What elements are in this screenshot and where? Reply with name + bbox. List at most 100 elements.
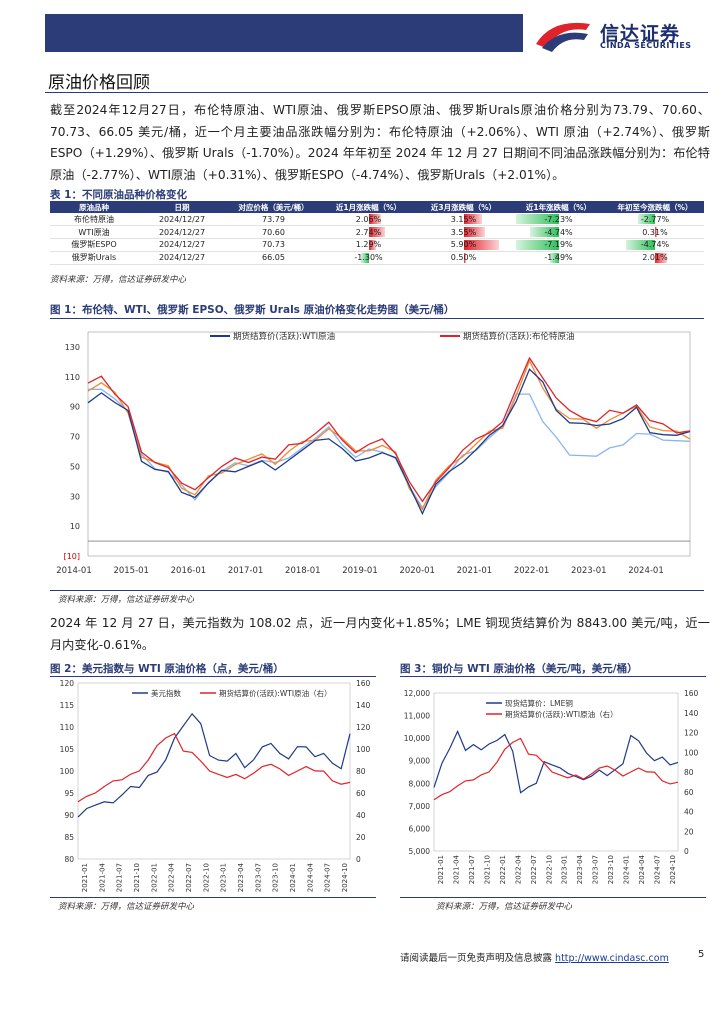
- cell-value: -2.77%: [640, 214, 670, 224]
- y-right-tick: 20: [684, 827, 694, 836]
- y-right-tick: 40: [684, 808, 694, 817]
- y-tick-label: 10: [70, 522, 80, 531]
- y-right-tick: 120: [356, 723, 371, 732]
- fig3-source: 资料来源：万得，信达证券研发中心: [436, 902, 573, 912]
- x-tick-label: 2021-07: [116, 863, 124, 892]
- col-name: 原油品种: [50, 201, 138, 213]
- x-tick-label: 2020-01: [399, 566, 435, 576]
- y-left-tick: 100: [60, 767, 75, 776]
- cell-value: 0.31%: [642, 227, 668, 237]
- y-tick-label: 30: [70, 492, 80, 501]
- x-tick-label: 2021-10: [133, 863, 141, 892]
- col-date: 日期: [138, 201, 226, 213]
- logo-english: CINDA SECURITIES: [600, 41, 692, 50]
- x-tick-group: 2024-04: [306, 862, 314, 892]
- cell-value: 5.90%: [450, 240, 477, 250]
- fig3-bottom-rule: [400, 897, 706, 898]
- section-divider: [45, 92, 708, 93]
- cell-price: 73.79: [226, 213, 321, 227]
- cell-value: 2.74%: [355, 227, 382, 237]
- cell-y1: -7.19%: [511, 238, 606, 252]
- x-tick-label: 2021-01: [437, 855, 445, 884]
- cell-price: 70.73: [226, 238, 321, 252]
- footer-link[interactable]: http://www.cindasc.com: [555, 953, 669, 964]
- fig1-source: 资料来源：万得，信达证券研发中心: [58, 595, 195, 605]
- x-tick-group: 2023-01: [561, 855, 569, 884]
- x-tick-label: 2024-01: [289, 863, 297, 892]
- x-tick-label: 2014-01: [56, 566, 92, 576]
- data-bar: [463, 240, 499, 250]
- y-left-tick: 105: [60, 745, 75, 754]
- x-tick-group: 2021-07: [116, 863, 124, 892]
- cell-value: 2.06%: [355, 214, 382, 224]
- x-tick-label: 2022-04: [514, 854, 522, 884]
- legend-label: 美元指数: [151, 688, 181, 698]
- table-header-row: 原油品种 日期 对应价格（美元/桶） 近1月涨跌幅（%） 近3月涨跌幅（%） 近…: [50, 201, 704, 213]
- y-left-tick: 6,000: [409, 824, 431, 833]
- x-tick-group: 2024-07: [324, 863, 332, 892]
- paragraph-oil-prices: 截至2024年12月27日，布伦特原油、WTI原油、俄罗斯EPSO原油、俄罗斯U…: [50, 103, 710, 182]
- x-tick-group: 2022-01: [150, 863, 158, 892]
- cell-value: -7.23%: [544, 214, 573, 224]
- paragraph-usd-copper: 2024 年 12 月 27 日，美元指数为 108.02 点，近一月内变化+1…: [50, 616, 710, 652]
- x-tick-label: 2022-01: [150, 863, 158, 892]
- data-bar: [515, 240, 559, 250]
- x-tick-label: 2023-01: [571, 566, 607, 576]
- x-tick-group: 2024-10: [669, 855, 677, 884]
- x-tick-group: 2022-10: [202, 863, 210, 892]
- footer: 请阅读最后一页免责声明及信息披露 http://www.cindasc.com: [400, 950, 669, 964]
- cell-ytd: 0.31%: [606, 225, 704, 240]
- data-bar: [463, 227, 485, 238]
- x-tick-label: 2024-10: [341, 863, 349, 892]
- y-left-tick: 10,000: [404, 734, 430, 743]
- table-row: 布伦特原油 2024/12/27 73.79 2.06% 3.15% -7.23% -2.7…: [50, 213, 704, 227]
- series-line: [87, 368, 691, 516]
- x-tick-group: 2024-01: [289, 863, 297, 892]
- x-tick-label: 2017-01: [228, 566, 264, 576]
- x-tick-label: 2024-04: [306, 862, 314, 892]
- col-ytd: 年初至今涨跌幅（%）: [606, 201, 704, 213]
- data-bar: [360, 252, 369, 263]
- x-tick-label: 2023-10: [607, 855, 615, 884]
- legend-label-brent: 期货结算价(活跃):布伦特原油: [463, 331, 575, 342]
- x-tick-label: 2022-10: [202, 863, 210, 892]
- fig3-top-rule: [400, 676, 706, 677]
- data-bar: [638, 214, 655, 225]
- y-left-tick: 90: [64, 811, 74, 820]
- page-number: 5: [698, 949, 705, 960]
- copper-wti-chart: 12,000 11,000 10,000 9,000 8,000 7,000 6,000 5,…: [404, 689, 699, 884]
- y-right-tick: 20: [356, 833, 366, 842]
- y-left-tick: 12,000: [404, 689, 430, 698]
- x-tick-group: 2024-07: [654, 855, 662, 884]
- cell-date: 2024/12/27: [138, 238, 226, 252]
- y-right-tick: 0: [356, 855, 361, 864]
- y-left-tick: 95: [64, 789, 74, 798]
- x-tick-label: 2023-04: [237, 862, 245, 892]
- col-price: 对应价格（美元/桶）: [226, 201, 321, 213]
- cell-value: -1.30%: [354, 253, 383, 263]
- cell-m3: 3.15%: [416, 213, 511, 227]
- cell-y1: -7.23%: [511, 213, 606, 227]
- x-tick-group: 2023-01: [220, 863, 228, 892]
- col-y1: 近1年涨跌幅（%）: [511, 201, 606, 213]
- cell-value: 1.29%: [355, 240, 382, 250]
- x-tick-group: 2022-10: [545, 855, 553, 884]
- x-tick-group: 2022-07: [530, 855, 538, 884]
- x-tick-label: 2024-01: [623, 855, 631, 884]
- x-tick-group: 2022-04: [168, 862, 176, 892]
- fig3-caption: 图 3：铜价与 WTI 原油价格（美元/吨，美元/桶）: [400, 663, 638, 675]
- y-right-tick: 80: [356, 767, 366, 776]
- data-bar: [368, 214, 381, 225]
- cell-m1: 2.74%: [321, 225, 416, 240]
- plot-frame: [87, 331, 691, 557]
- fig1-bottom-rule: [50, 590, 704, 591]
- y-right-tick: 80: [684, 768, 694, 777]
- table-row: 俄罗斯ESPO 2024/12/27 70.73 1.29% 5.90% -7.19% -4…: [50, 238, 704, 252]
- x-tick-group: 2023-04: [576, 854, 584, 884]
- y-right-tick: 140: [684, 709, 699, 718]
- cell-m1: 2.06%: [321, 213, 416, 227]
- x-tick-label: 2021-01: [81, 863, 89, 892]
- data-bar: [463, 214, 483, 225]
- x-tick-label: 2021-04: [98, 862, 106, 892]
- y-tick-label: 70: [70, 433, 80, 442]
